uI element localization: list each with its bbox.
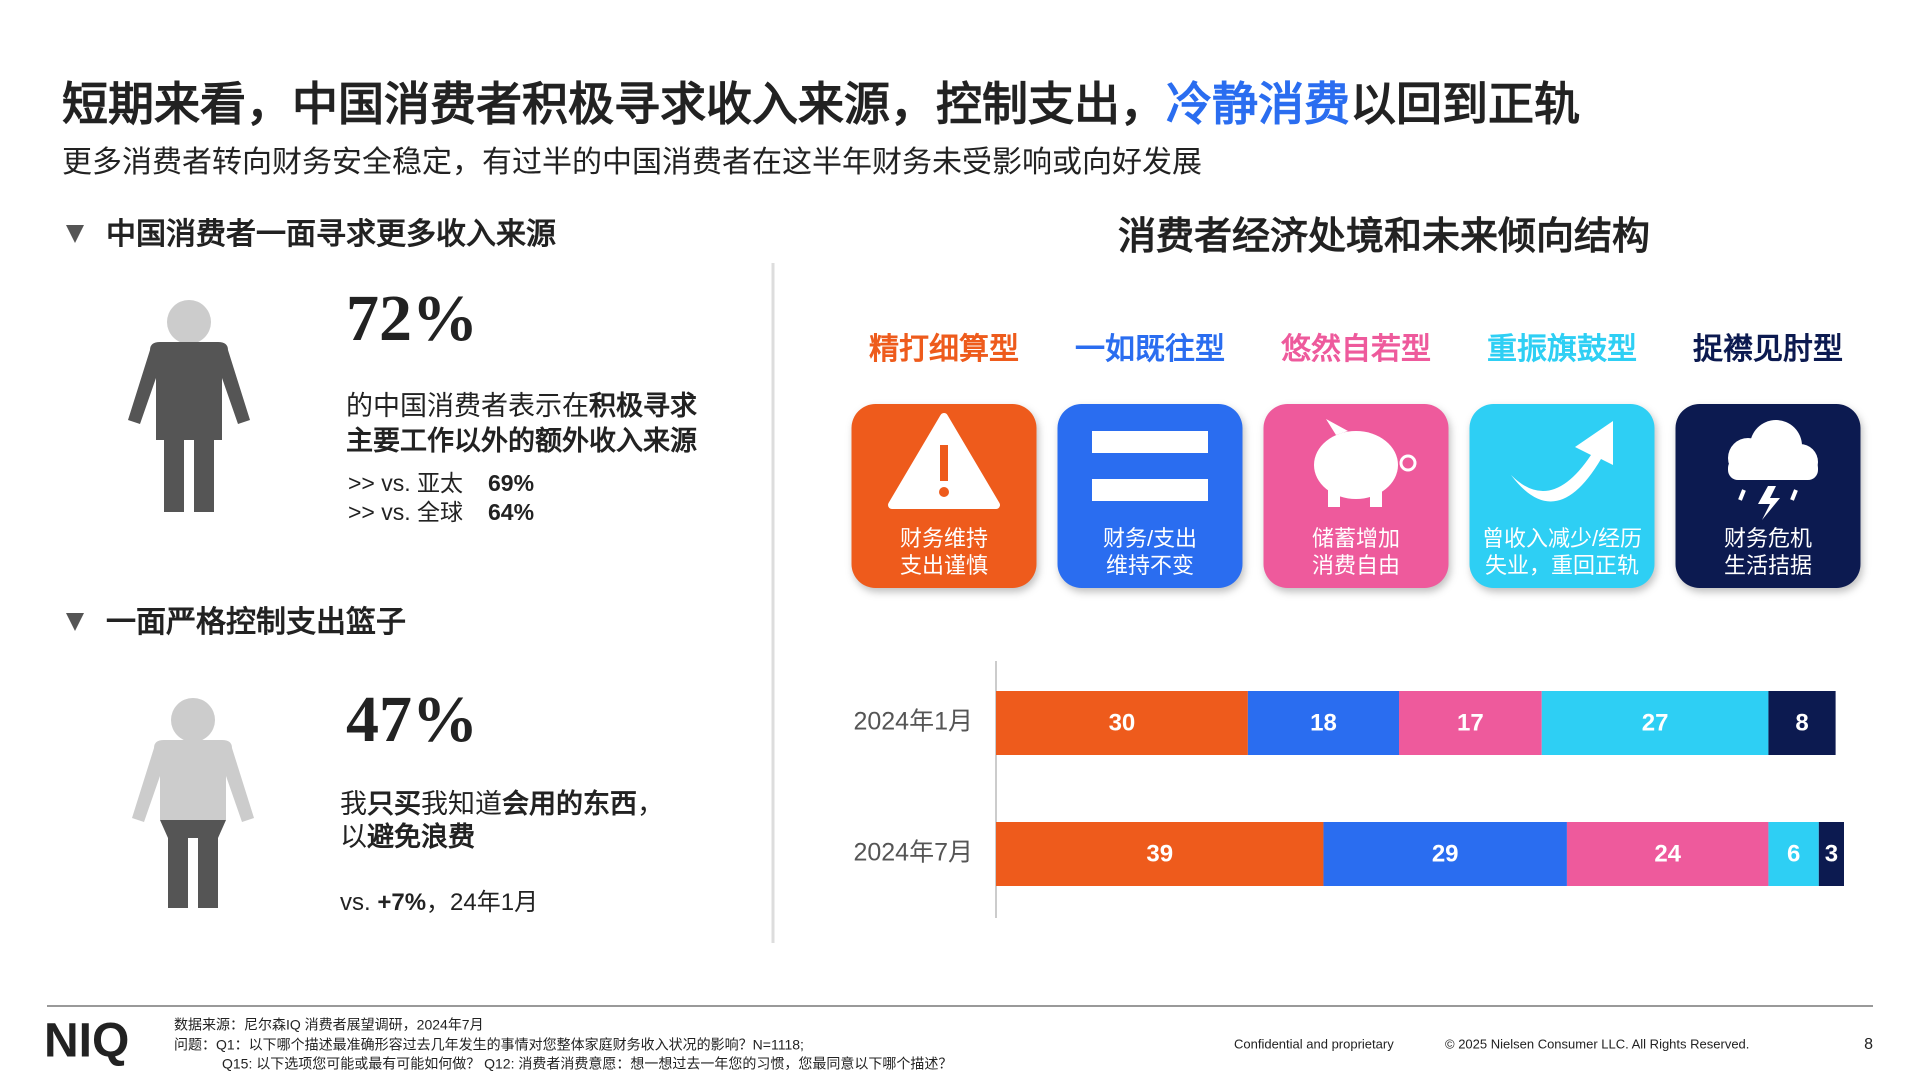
text-bold: 主要工作以外的额外收入来源: [346, 425, 697, 456]
title-part: 以回到正轨: [1350, 78, 1580, 130]
value-label: 27: [1642, 709, 1669, 736]
section-heading: 中国消费者一面寻求更多收入来源: [106, 218, 556, 251]
title-highlight: 冷静消费: [1166, 78, 1350, 130]
copyright: © 2025 Nielsen Consumer LLC. All Rights …: [1445, 1036, 1749, 1051]
legend-label: 重振旗鼓型: [1487, 333, 1637, 366]
bar-segment: [1399, 691, 1542, 755]
text: 的中国消费者表示在: [346, 391, 589, 421]
bar-segment: [996, 691, 1248, 755]
warning-icon: [888, 413, 1000, 509]
bar-segment: [1541, 691, 1769, 755]
bar-segment: [996, 822, 1324, 886]
text: 以: [340, 822, 367, 852]
bar-segment: [1818, 822, 1844, 886]
value-label: 17: [1457, 709, 1484, 736]
section-heading: 一面严格控制支出篮子: [106, 605, 406, 639]
card-text: 财务危机: [1724, 526, 1812, 551]
bar-segment: [1768, 822, 1819, 886]
legend-label: 悠然自若型: [1280, 332, 1431, 366]
person-icon: [132, 698, 254, 908]
card-text: 储蓄增加: [1312, 526, 1400, 551]
comparison: vs. +7%，24年1月: [340, 889, 538, 916]
value-label: 39: [1146, 840, 1173, 867]
piggy-icon: [1314, 419, 1417, 507]
stat-text: 以避免浪费: [340, 821, 475, 852]
value-label: 24: [1654, 840, 1681, 867]
value-label: 29: [1432, 840, 1459, 867]
card-text: 消费自由: [1312, 553, 1400, 578]
text: vs.: [340, 889, 377, 916]
comparison-value: 69%: [488, 470, 534, 496]
card-text: 财务/支出: [1103, 526, 1197, 551]
icons: [888, 413, 1818, 520]
footer-note: 数据来源：尼尔森IQ 消费者展望调研，2024年7月: [174, 1017, 484, 1033]
text-bold: 积极寻求: [589, 391, 697, 421]
comparison-label: >> vs. 全球: [348, 499, 463, 525]
value-label: 8: [1795, 709, 1808, 736]
bars: 2024年1月 30 18 17 27 8 2024年7月 39 29 24 6 3: [853, 691, 1844, 886]
text: 我知道: [421, 789, 502, 819]
text: ，24年1月: [426, 889, 538, 916]
text-bold: 只买: [367, 789, 421, 819]
card-text: 失业，重回正轨: [1485, 553, 1639, 578]
value-label: 18: [1310, 709, 1337, 736]
subtitle: 更多消费者转向财务安全稳定，有过半的中国消费者在这半年财务未受影响或向好发展: [62, 146, 1202, 179]
bar-segment: [1247, 691, 1400, 755]
storm-icon: [1728, 420, 1818, 520]
card-text: 维持不变: [1106, 553, 1194, 578]
text: 我: [340, 789, 367, 819]
person-icon: [128, 300, 250, 512]
value-label: 6: [1787, 840, 1800, 867]
value-label: 3: [1825, 840, 1838, 867]
triangle: [66, 225, 84, 243]
title: 短期来看，中国消费者积极寻求收入来源，控制支出，冷静消费以回到正轨: [62, 78, 1580, 130]
stat: 47%: [346, 683, 478, 756]
text: ，: [637, 789, 664, 819]
card-text: 支出谨慎: [900, 553, 988, 578]
card-text: 财务维持: [900, 526, 988, 551]
logo: NIQ: [44, 1015, 129, 1068]
value-label: 30: [1109, 709, 1136, 736]
stat: 72%: [346, 282, 478, 355]
triangle: [66, 613, 84, 631]
arrow-icon: [1511, 421, 1613, 502]
legend-label: 精打细算型: [869, 332, 1019, 366]
stat-text: 的中国消费者表示在积极寻求: [346, 391, 697, 421]
comparison-label: >> vs. 亚太: [348, 470, 463, 496]
comparison-value: 64%: [488, 499, 534, 525]
card-text: 曾收入减少/经历: [1482, 526, 1642, 551]
title-part: 短期来看，中国消费者积极寻求收入来源，控制支出，: [62, 78, 1166, 130]
stat-text: 我只买我知道会用的东西，: [340, 788, 664, 819]
bar-segment: [1566, 822, 1769, 886]
chart-title: 消费者经济处境和未来倾向结构: [1118, 216, 1650, 258]
card-text: 生活拮据: [1724, 553, 1812, 578]
page-number: 8: [1864, 1036, 1873, 1053]
text-bold: 避免浪费: [367, 821, 475, 852]
bar-segment: [1768, 691, 1836, 755]
footer-note: 问题：Q1：以下哪个描述最准确形容过去几年发生的事情对您整体家庭财务收入状况的影…: [174, 1037, 804, 1053]
footer-note: Q15: 以下选项您可能或最有可能如何做？ Q12: 消费者消费意愿：想一想过去…: [222, 1056, 952, 1072]
text-bold: 会用的东西: [502, 788, 637, 819]
category-label: 2024年1月: [853, 708, 973, 736]
stat-text: 主要工作以外的额外收入来源: [346, 425, 697, 456]
equals-icon: [1092, 431, 1208, 501]
confidential: Confidential and proprietary: [1234, 1036, 1394, 1051]
legend-label: 捉襟见肘型: [1693, 333, 1843, 366]
bar-segment: [1323, 822, 1567, 886]
text-bold: +7%: [377, 889, 426, 916]
legend-label: 一如既往型: [1075, 333, 1225, 366]
category-label: 2024年7月: [853, 839, 973, 867]
